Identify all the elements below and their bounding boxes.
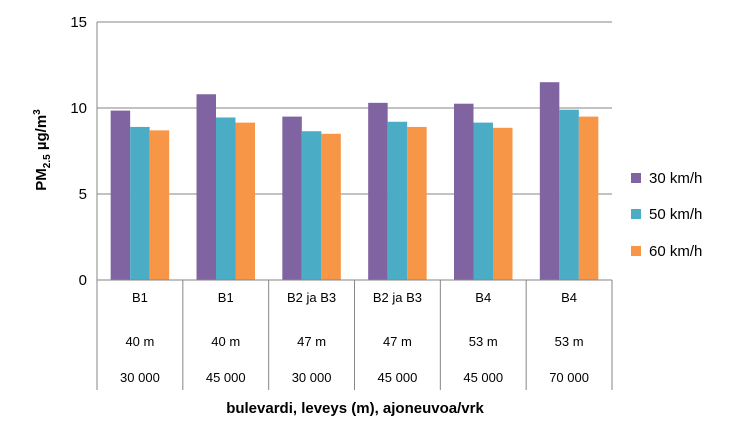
gridlines	[97, 21, 612, 195]
y-tick-label: 10	[70, 100, 87, 117]
legend-swatch	[631, 209, 641, 219]
category-label: 47 m	[383, 334, 412, 349]
bar	[368, 102, 388, 280]
bar	[149, 130, 170, 280]
bar	[407, 126, 427, 280]
category-label: 30 000	[120, 370, 160, 385]
category-label: B2 ja B3	[373, 290, 422, 305]
bar	[301, 131, 322, 280]
category-label: 30 000	[292, 370, 332, 385]
category-label: B2 ja B3	[287, 290, 336, 305]
bar	[196, 94, 216, 281]
bar	[493, 127, 513, 280]
axes	[96, 22, 613, 390]
bar	[130, 126, 150, 280]
category-label: 40 m	[211, 334, 240, 349]
legend-entry: 50 km/h	[649, 206, 702, 223]
legend-entry: 60 km/h	[649, 243, 702, 260]
category-label: 40 m	[125, 334, 154, 349]
category-label: 45 000	[378, 370, 418, 385]
bar	[321, 133, 341, 280]
category-label: 45 000	[463, 370, 503, 385]
bar	[454, 103, 474, 280]
category-label: B4	[475, 290, 491, 305]
category-label: B1	[132, 290, 148, 305]
x-axis-title: bulevardi, leveys (m), ajoneuvoa/vrk	[226, 400, 484, 417]
category-label: B4	[561, 290, 577, 305]
legend-entry: 30 km/h	[649, 170, 702, 187]
y-tick-label: 5	[79, 186, 87, 203]
bar	[387, 121, 408, 280]
bar	[559, 109, 579, 280]
category-labels: B1 40 m 30 000 B1 40 m 45 000 B2 ja B3 47 m 30 0…	[120, 290, 589, 385]
bar	[539, 82, 560, 280]
bar	[578, 116, 599, 280]
y-tick-label: 0	[79, 272, 87, 289]
legend-swatch	[631, 173, 641, 183]
bar	[282, 116, 302, 280]
y-tick-labels: 0 5 10 15	[70, 14, 87, 289]
y-axis-title: PM2.5 µg/m3	[32, 109, 53, 191]
bars	[110, 82, 599, 281]
y-tick-label: 15	[70, 14, 87, 31]
bar	[235, 122, 255, 281]
bar	[473, 122, 493, 281]
legend-swatch	[631, 246, 641, 256]
category-label: 45 000	[206, 370, 246, 385]
legend: 30 km/h 50 km/h 60 km/h	[631, 170, 702, 260]
bar	[216, 117, 236, 281]
bar	[110, 110, 131, 280]
category-label: 53 m	[469, 334, 498, 349]
category-label: 53 m	[555, 334, 584, 349]
category-label: 70 000	[549, 370, 589, 385]
category-label: 47 m	[297, 334, 326, 349]
category-label: B1	[218, 290, 234, 305]
